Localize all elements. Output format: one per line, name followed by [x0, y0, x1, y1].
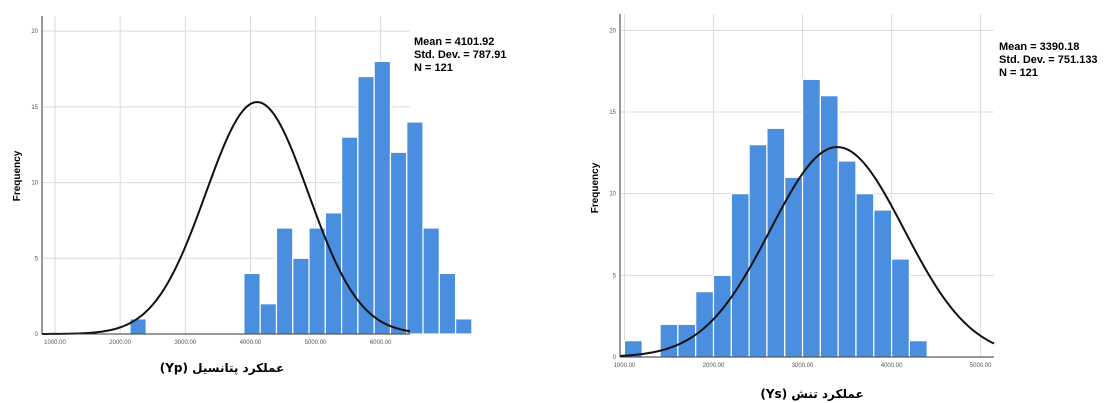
- stats-std-dev: Std. Dev. = 787.91: [414, 49, 506, 61]
- histogram-bar: [873, 209, 893, 358]
- histogram-bar: [406, 121, 424, 335]
- histogram-bar: [324, 212, 343, 335]
- histogram-bar: [275, 227, 294, 335]
- histogram-bar: [784, 176, 804, 358]
- histogram-bar: [908, 340, 928, 358]
- normal-curve: [619, 146, 995, 357]
- x-tick-label: 4000.00: [240, 340, 262, 346]
- y-tick-label: 15: [31, 105, 38, 111]
- histogram-bar: [819, 95, 839, 358]
- histogram-bar: [373, 60, 392, 335]
- x-tick-label: 5000.00: [970, 363, 992, 369]
- x-tick-label: 5000.00: [305, 340, 327, 346]
- histogram-bar: [308, 227, 326, 335]
- y-tick-label: 5: [35, 256, 39, 262]
- histogram-bar: [341, 136, 359, 335]
- y-axis-label: Frequency: [12, 150, 23, 201]
- x-tick-label: 6000.00: [370, 340, 392, 346]
- histogram-bar: [855, 193, 875, 358]
- histogram-bar: [890, 258, 911, 358]
- y-tick-label: 0: [613, 355, 617, 361]
- x-tick-label: 2000.00: [109, 340, 131, 346]
- histogram-bar: [748, 144, 768, 358]
- y-tick-label: 20: [609, 28, 616, 34]
- histogram-bar: [422, 227, 440, 335]
- histogram-bar: [259, 303, 278, 335]
- histogram-bar: [438, 272, 457, 335]
- stats-n: N = 121: [999, 67, 1038, 79]
- histogram-bar: [837, 160, 857, 358]
- x-axis-label: عملکرد تنش (Ys): [760, 387, 863, 401]
- histogram-bar: [801, 78, 821, 358]
- histogram-bar: [766, 127, 786, 358]
- x-tick-label: 3000.00: [174, 340, 196, 346]
- plot-area: 0 5 10 15 20 1000.00 2000.00 3000.00 4000.00 5000…: [609, 14, 995, 369]
- y-axis-label: Frequency: [590, 162, 601, 213]
- histogram-bar: [243, 272, 261, 335]
- stats-std-dev: Std. Dev. = 751.133: [999, 54, 1098, 66]
- stats-mean: Mean = 3390.18: [999, 41, 1079, 53]
- y-tick-label: 20: [31, 29, 38, 35]
- y-tick-label: 10: [31, 181, 38, 187]
- histogram-bar: [357, 75, 375, 335]
- histogram-chart-ys: 0 5 10 15 20 1000.00 2000.00 3000.00 4000.00 5000…: [590, 14, 1098, 401]
- x-tick-label: 1000.00: [44, 340, 66, 346]
- plot-area: 0 5 10 15 20 1000.00 2000.00 3000.00 4000.00 5000…: [31, 16, 473, 346]
- normal-curve: [42, 101, 411, 335]
- x-axis-label: عملکرد پتانسیل (Yp): [160, 361, 285, 375]
- histogram-bar: [292, 257, 310, 335]
- histogram-bar: [659, 323, 679, 358]
- histogram-bar: [454, 318, 473, 335]
- x-tick-label: 1000.00: [614, 363, 636, 369]
- y-tick-label: 10: [609, 192, 616, 198]
- histogram-bar: [389, 151, 408, 335]
- stats-mean: Mean = 4101.92: [414, 36, 494, 48]
- stats-n: N = 121: [414, 62, 453, 74]
- histogram-bar: [695, 291, 715, 358]
- x-tick-label: 2000.00: [703, 363, 725, 369]
- y-tick-label: 5: [613, 273, 617, 279]
- x-tick-label: 4000.00: [881, 363, 903, 369]
- x-tick-label: 3000.00: [792, 363, 814, 369]
- y-tick-label: 15: [609, 110, 616, 116]
- histogram-chart-yp: 0 5 10 15 20 1000.00 2000.00 3000.00 4000.00 5000…: [12, 16, 506, 375]
- y-tick-label: 0: [35, 332, 39, 338]
